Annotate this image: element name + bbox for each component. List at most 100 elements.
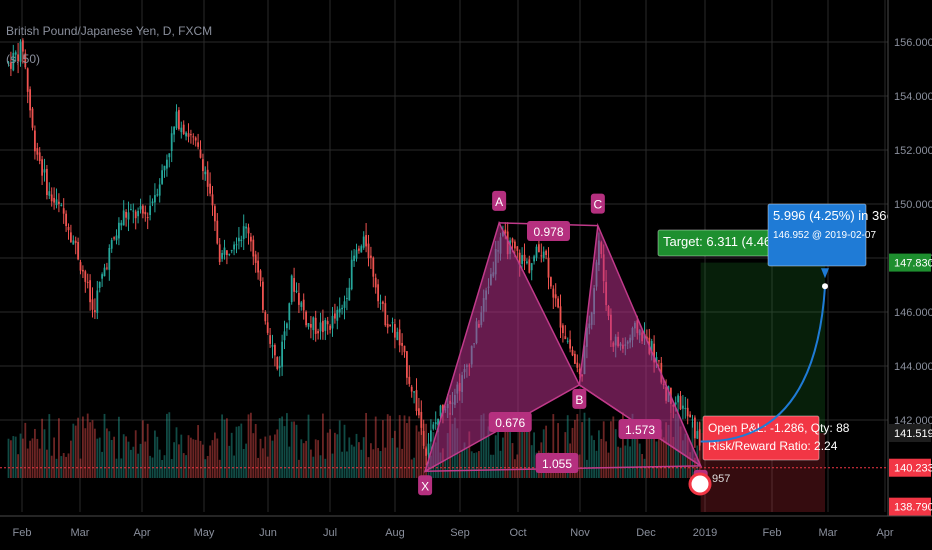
volume-bar [91,420,94,478]
candle-body [122,210,125,226]
volume-bar [574,419,576,478]
volume-bar [122,434,125,478]
volume-bar [410,459,413,478]
candle-body [46,168,48,196]
price-label: 140.233 [894,463,932,475]
volume-bar [576,414,579,478]
volume-bar [694,457,696,478]
projection-curve [700,286,826,443]
volume-bar [646,434,648,478]
candle-body [310,324,312,328]
candle-body [89,280,92,303]
candle-body [348,287,351,301]
volume-bar [175,427,178,478]
candle-body [132,210,135,212]
candle-body [67,226,70,231]
volume-bar [418,431,420,478]
volume-bar [146,423,149,478]
candle-body [432,424,435,429]
price-label-bg [889,253,931,272]
volume-bar [137,453,140,478]
candle-body [518,252,521,265]
time-axis[interactable]: Feb Mar Apr May Jun Jul Aug Sep Oct Nov Dec 2019 Feb… [0,515,932,550]
candle-body [535,246,538,258]
volume-bar [334,432,336,478]
y-tick-label: 150.000 [894,199,932,211]
volume-bar [514,459,516,478]
volume-bar [274,434,276,478]
volume-bar [348,437,351,478]
volume-bar [290,421,293,478]
price-axis[interactable]: 156.000154.000152.000150.000148.000146.0… [887,0,932,550]
volume-bar [470,451,473,478]
candle-body [300,302,303,307]
candle-body [341,307,344,310]
candle-body [82,269,84,272]
volume-bar [240,423,243,478]
volume-bar [62,453,65,478]
volume-bar [295,424,298,478]
candle-body [562,325,564,334]
volume-bar [523,413,526,478]
candle-body [307,323,310,327]
candle-body [650,341,653,354]
volume-bar [192,439,195,478]
candle-body [427,443,430,455]
candle-body [574,353,576,364]
x-tick-label: May [194,527,215,539]
volume-bar [38,448,41,478]
volume-bar [552,414,555,478]
target-zone [700,262,825,433]
volume-bar [403,415,406,478]
volume-bar [672,436,675,478]
volume-bar [420,419,423,478]
candle-body [31,108,34,128]
volume-bar [29,440,32,478]
volume-bar [182,453,185,478]
candle-body [77,242,80,260]
volume-bar [655,441,658,478]
volume-bar [660,429,663,478]
volume-bar [211,440,214,478]
volume-bar [55,458,58,478]
volume-bar [398,415,401,478]
volume-bar [638,443,641,478]
candle-body [533,256,536,262]
volume-bar [264,436,267,478]
candle-body [343,301,346,308]
volume-bar [31,438,34,478]
candle-body [206,169,209,187]
candle-body [538,244,540,253]
volume-bar [202,444,204,478]
volume-bar [204,459,207,478]
volume-bar [41,418,44,478]
volume-bar [72,423,75,478]
volume-bar [317,440,320,478]
candle-body [190,134,192,136]
volume-bar [391,437,394,478]
candle-body [17,54,20,62]
candle-body [38,152,41,161]
volume-bar [583,412,586,478]
candle-body [29,89,32,111]
candle-body [178,110,180,130]
volume-bar [475,452,478,478]
volume-bar [468,431,471,478]
volume-bar [444,459,447,478]
y-tick-label: 152.000 [894,145,932,157]
volume-bar [216,438,219,478]
pattern-triangle-xab [423,220,581,473]
volume-bar [629,446,632,478]
indicator-label: (s, 50) [6,52,41,66]
ratio-label-xd: 1.055 [535,453,579,473]
volume-bar [14,436,17,478]
volume-bar [617,446,620,478]
volume-bar [118,416,120,478]
volume-bar [485,437,488,478]
price-label: 147.830 [894,258,932,270]
volume-bar [48,414,51,478]
volume-bar [283,426,286,478]
candle-body [139,206,142,210]
